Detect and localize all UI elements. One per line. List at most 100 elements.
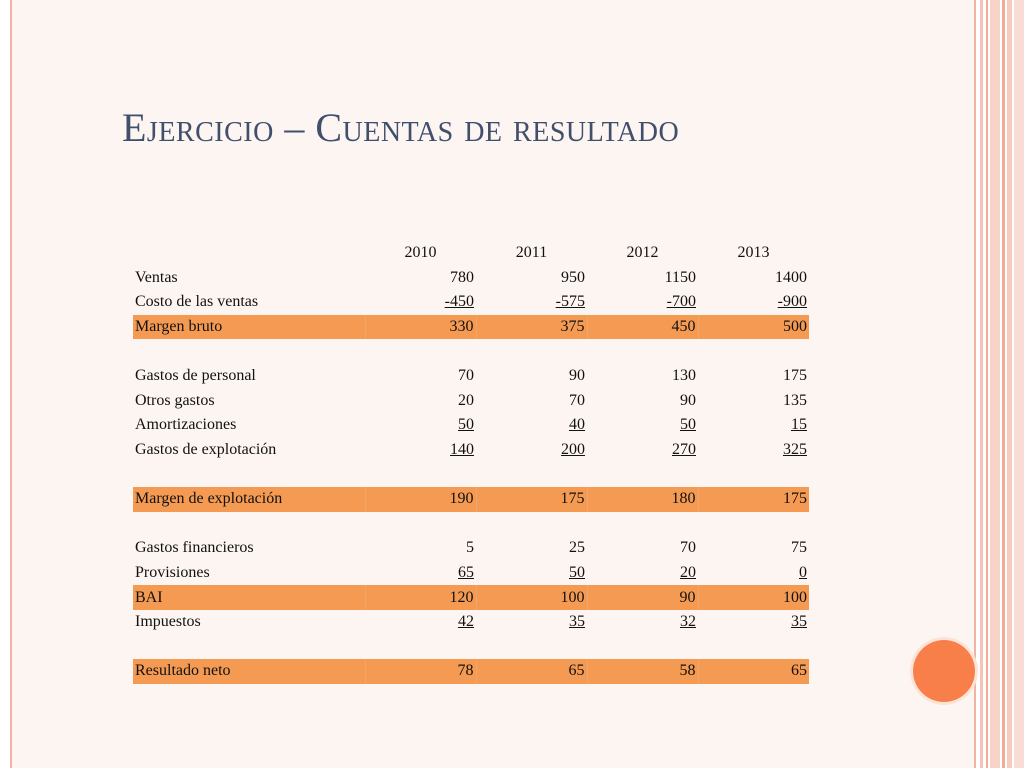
value-cell (698, 462, 809, 487)
decorative-stripe (980, 0, 983, 768)
cell-value: 330 (449, 318, 474, 336)
cell-value: 50 (569, 564, 585, 582)
cell-value: 130 (672, 367, 696, 385)
value-cell: 1150 (587, 266, 698, 291)
value-cell: 70 (587, 536, 698, 561)
row-label (133, 339, 365, 364)
cell-value: 90 (679, 588, 696, 606)
cell-value: 1400 (775, 268, 807, 286)
cell-value: 90 (680, 391, 696, 409)
value-cell: 32 (587, 610, 698, 635)
value-cell: 65 (697, 659, 809, 684)
cell-value: 175 (783, 490, 807, 508)
cell-value: 70 (569, 391, 585, 409)
cell-value: 5 (466, 539, 474, 557)
row-label: Resultado neto (133, 659, 365, 684)
value-cell: 780 (365, 266, 476, 291)
year-header: 2011 (515, 244, 548, 262)
table-row: Resultado neto 78 65 58 65 (133, 659, 809, 684)
value-cell: -900 (698, 290, 809, 315)
income-statement-table: 2010 2011 2012 2013 Ventas 780 950 1150 1400… (133, 241, 809, 684)
value-cell: 35 (476, 610, 587, 635)
cell-value: 42 (458, 613, 474, 631)
cell-value: 780 (450, 268, 474, 286)
spacer-row (133, 512, 809, 537)
value-cell: 1400 (698, 266, 809, 291)
table-row: Margen de explotación 190 175 180 175 (133, 486, 809, 512)
cell-value: 15 (791, 416, 807, 434)
cell-value: -700 (666, 293, 696, 311)
value-cell: 65 (475, 659, 587, 684)
cell-value: 190 (449, 490, 474, 508)
value-cell (698, 512, 809, 537)
value-cell (587, 512, 698, 537)
value-cell (698, 339, 809, 364)
value-cell: 50 (587, 413, 698, 438)
cell-value: 65 (458, 564, 474, 582)
cell-value: 70 (680, 539, 696, 557)
cell-value: 500 (783, 318, 807, 336)
value-cell (587, 635, 698, 660)
value-cell: 175 (697, 486, 809, 512)
table-row: Gastos de explotación 140 200 270 325 (133, 438, 809, 463)
value-cell: 65 (365, 561, 476, 586)
value-cell (476, 635, 587, 660)
row-label: Costo de las ventas (135, 293, 259, 311)
row-label: Otros gastos (135, 391, 215, 409)
cell-value: 180 (671, 490, 696, 508)
cell-value: 375 (560, 318, 585, 336)
value-cell: 450 (586, 314, 698, 340)
table-row: Margen bruto 330 375 450 500 (133, 314, 809, 340)
value-cell: 330 (364, 314, 476, 340)
cell-value: 32 (680, 613, 696, 631)
cell-value: 35 (791, 613, 807, 631)
decorative-circle (913, 640, 975, 702)
value-cell (365, 339, 476, 364)
row-label (133, 462, 365, 487)
value-cell: 20 (365, 389, 476, 414)
value-cell: -450 (365, 290, 476, 315)
value-cell: 200 (476, 438, 587, 463)
cell-value: 20 (458, 391, 474, 409)
row-label: Gastos de explotación (135, 441, 277, 459)
value-cell: 130 (587, 364, 698, 389)
cell-value: 78 (457, 662, 474, 680)
decorative-stripe (1002, 0, 1005, 768)
value-cell: 70 (365, 364, 476, 389)
cell-value: 0 (799, 564, 807, 582)
value-cell: 70 (476, 389, 587, 414)
value-cell: 140 (365, 438, 476, 463)
cell-value: 25 (569, 539, 585, 557)
cell-value: 65 (568, 662, 585, 680)
value-cell (476, 512, 587, 537)
cell-value: 58 (679, 662, 696, 680)
value-cell: 100 (697, 585, 809, 610)
value-cell: 100 (475, 585, 587, 610)
spacer-row (133, 339, 809, 364)
table-row: BAI 120 100 90 100 (133, 585, 809, 610)
value-cell: 135 (698, 389, 809, 414)
value-cell (587, 339, 698, 364)
row-label: Margen de explotación (133, 486, 365, 512)
table-row: Gastos de personal 70 90 130 175 (133, 364, 809, 389)
value-cell: 90 (587, 389, 698, 414)
value-cell: 75 (698, 536, 809, 561)
value-cell: 90 (476, 364, 587, 389)
spacer-row (133, 462, 809, 487)
cell-value: 450 (671, 318, 696, 336)
cell-value: 1150 (664, 268, 696, 286)
decorative-stripe (990, 0, 1000, 768)
cell-value: 50 (458, 416, 474, 434)
value-cell (698, 635, 809, 660)
value-cell (365, 635, 476, 660)
decorative-stripe (1007, 0, 1012, 768)
slide-title: Ejercicio – Cuentas de resultado (122, 105, 680, 150)
row-label: Gastos de personal (135, 367, 256, 385)
cell-value: 70 (458, 367, 474, 385)
cell-value: 75 (791, 539, 807, 557)
cell-value: 135 (783, 391, 807, 409)
value-cell: 270 (587, 438, 698, 463)
year-header: 2013 (737, 244, 770, 262)
table-row: Ventas 780 950 1150 1400 (133, 266, 809, 291)
header-row: 2010 2011 2012 2013 (133, 241, 809, 266)
